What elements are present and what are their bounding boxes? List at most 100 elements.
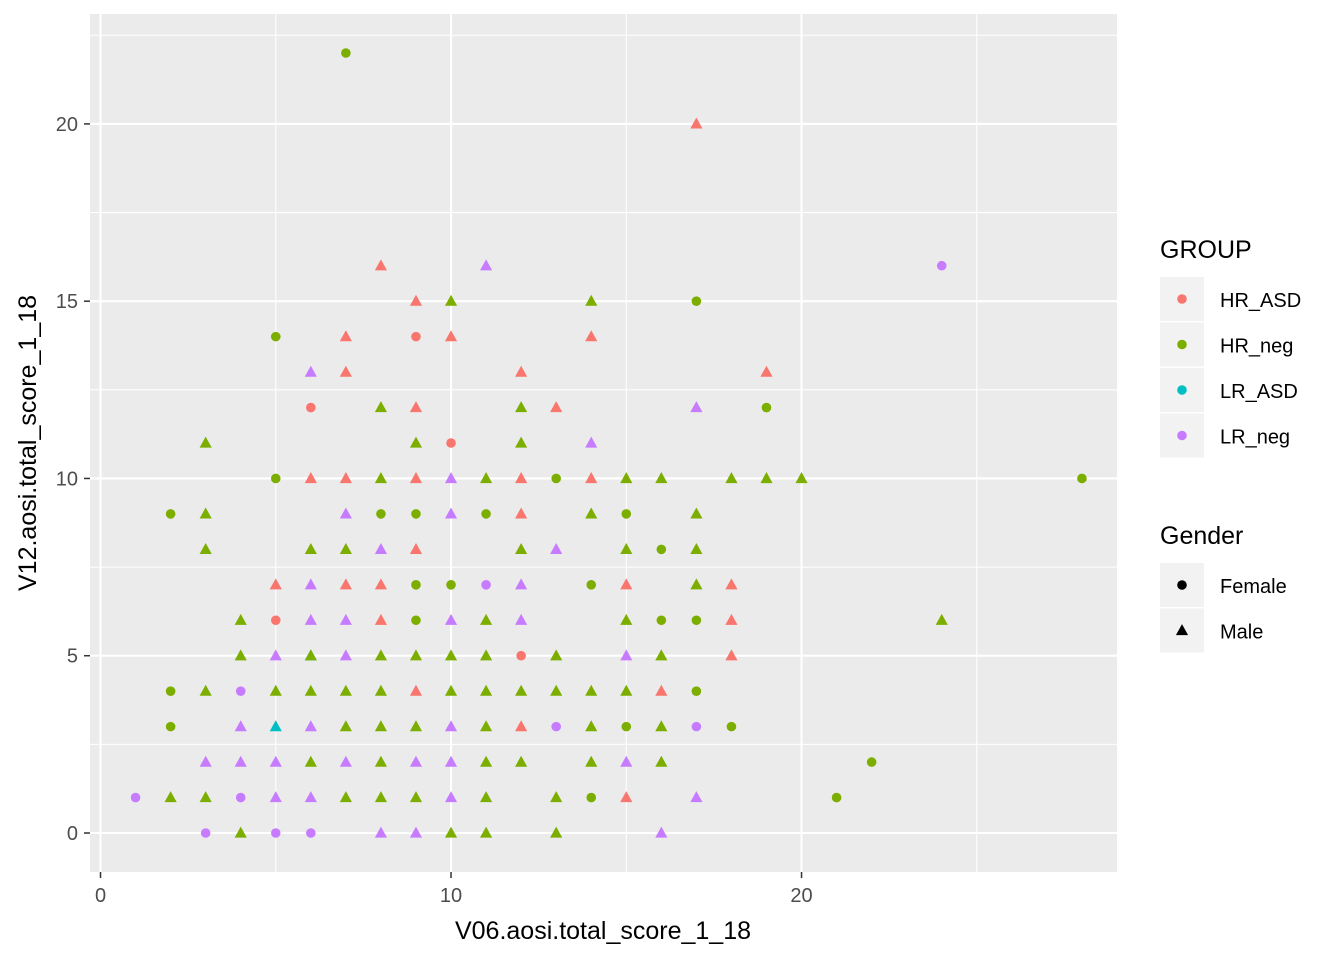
data-point — [515, 578, 528, 590]
data-point — [444, 294, 458, 306]
data-point — [586, 792, 597, 803]
data-point — [235, 792, 246, 803]
data-point — [374, 259, 388, 271]
data-point — [269, 578, 282, 590]
data-point — [444, 684, 458, 696]
data-point — [409, 791, 423, 803]
data-point — [621, 509, 632, 519]
x-tick-label: 0 — [95, 885, 106, 907]
data-point — [165, 721, 176, 732]
data-point — [620, 755, 633, 767]
data-point — [585, 472, 598, 484]
data-point — [585, 755, 598, 767]
data-point — [831, 792, 842, 803]
legend-label: HR_neg — [1220, 336, 1293, 358]
data-point — [409, 401, 423, 413]
data-point — [409, 542, 423, 554]
data-point — [199, 684, 212, 696]
data-point — [411, 615, 421, 626]
data-point — [374, 826, 388, 838]
data-point — [655, 826, 668, 838]
data-point — [479, 649, 493, 661]
data-point — [550, 542, 563, 554]
data-point — [691, 686, 702, 696]
data-point — [374, 755, 388, 767]
y-tick-label: 10 — [56, 468, 78, 490]
x-axis: 0 10 20 — [95, 872, 813, 907]
data-point — [444, 649, 458, 661]
data-point — [339, 613, 352, 625]
data-point — [234, 720, 247, 732]
data-point — [550, 791, 563, 803]
data-point — [515, 365, 528, 377]
data-point — [515, 755, 528, 767]
data-point — [304, 720, 317, 732]
data-point — [620, 542, 633, 554]
data-point — [690, 791, 703, 803]
data-point — [479, 791, 493, 803]
data-point — [656, 615, 667, 626]
data-point — [409, 720, 423, 732]
data-point — [515, 436, 528, 448]
data-point — [339, 684, 352, 696]
data-point — [621, 721, 632, 732]
data-point — [304, 755, 317, 767]
y-tick-label: 15 — [56, 291, 78, 313]
data-point — [444, 507, 458, 519]
data-point — [585, 294, 598, 306]
data-point — [446, 438, 456, 448]
data-point — [304, 791, 317, 803]
x-tick-label: 20 — [790, 885, 812, 907]
data-point — [515, 720, 528, 732]
gender-legend: Gender Female Male — [1160, 522, 1287, 653]
data-point — [270, 615, 281, 626]
data-point — [304, 578, 317, 590]
legend-label: HR_ASD — [1220, 290, 1301, 312]
data-point — [620, 472, 633, 484]
data-point — [304, 613, 317, 625]
data-point — [304, 649, 317, 661]
data-point — [411, 580, 421, 590]
data-point — [620, 613, 633, 625]
legend-label: Female — [1220, 576, 1287, 598]
data-point — [444, 826, 458, 838]
data-point — [374, 720, 388, 732]
data-point — [374, 649, 388, 661]
data-point — [409, 436, 423, 448]
data-point — [374, 684, 388, 696]
data-point — [551, 473, 561, 484]
data-point — [479, 472, 493, 484]
data-point — [515, 472, 528, 484]
data-point — [374, 542, 388, 554]
data-point — [339, 365, 352, 377]
data-point — [235, 686, 246, 696]
data-point — [760, 365, 773, 377]
data-point — [339, 578, 352, 590]
data-point — [515, 684, 528, 696]
y-axis: 0 5 10 15 20 — [56, 114, 90, 845]
data-point — [164, 791, 177, 803]
data-point — [269, 755, 282, 767]
data-point — [655, 472, 668, 484]
data-point — [586, 580, 597, 590]
data-point — [199, 436, 212, 448]
data-point — [444, 613, 458, 625]
data-point — [691, 296, 702, 306]
data-point — [411, 331, 421, 342]
legend-label: LR_ASD — [1220, 381, 1298, 403]
data-point — [234, 649, 247, 661]
data-point — [690, 507, 703, 519]
data-point — [444, 720, 458, 732]
data-point — [725, 472, 738, 484]
data-point — [374, 472, 388, 484]
data-point — [479, 613, 493, 625]
data-point — [550, 684, 563, 696]
data-point — [269, 791, 282, 803]
data-point — [690, 117, 703, 129]
gender-legend-title: Gender — [1160, 522, 1243, 550]
data-point — [725, 649, 738, 661]
data-point — [339, 507, 352, 519]
data-point — [199, 755, 212, 767]
data-point — [339, 755, 352, 767]
data-point — [199, 791, 212, 803]
